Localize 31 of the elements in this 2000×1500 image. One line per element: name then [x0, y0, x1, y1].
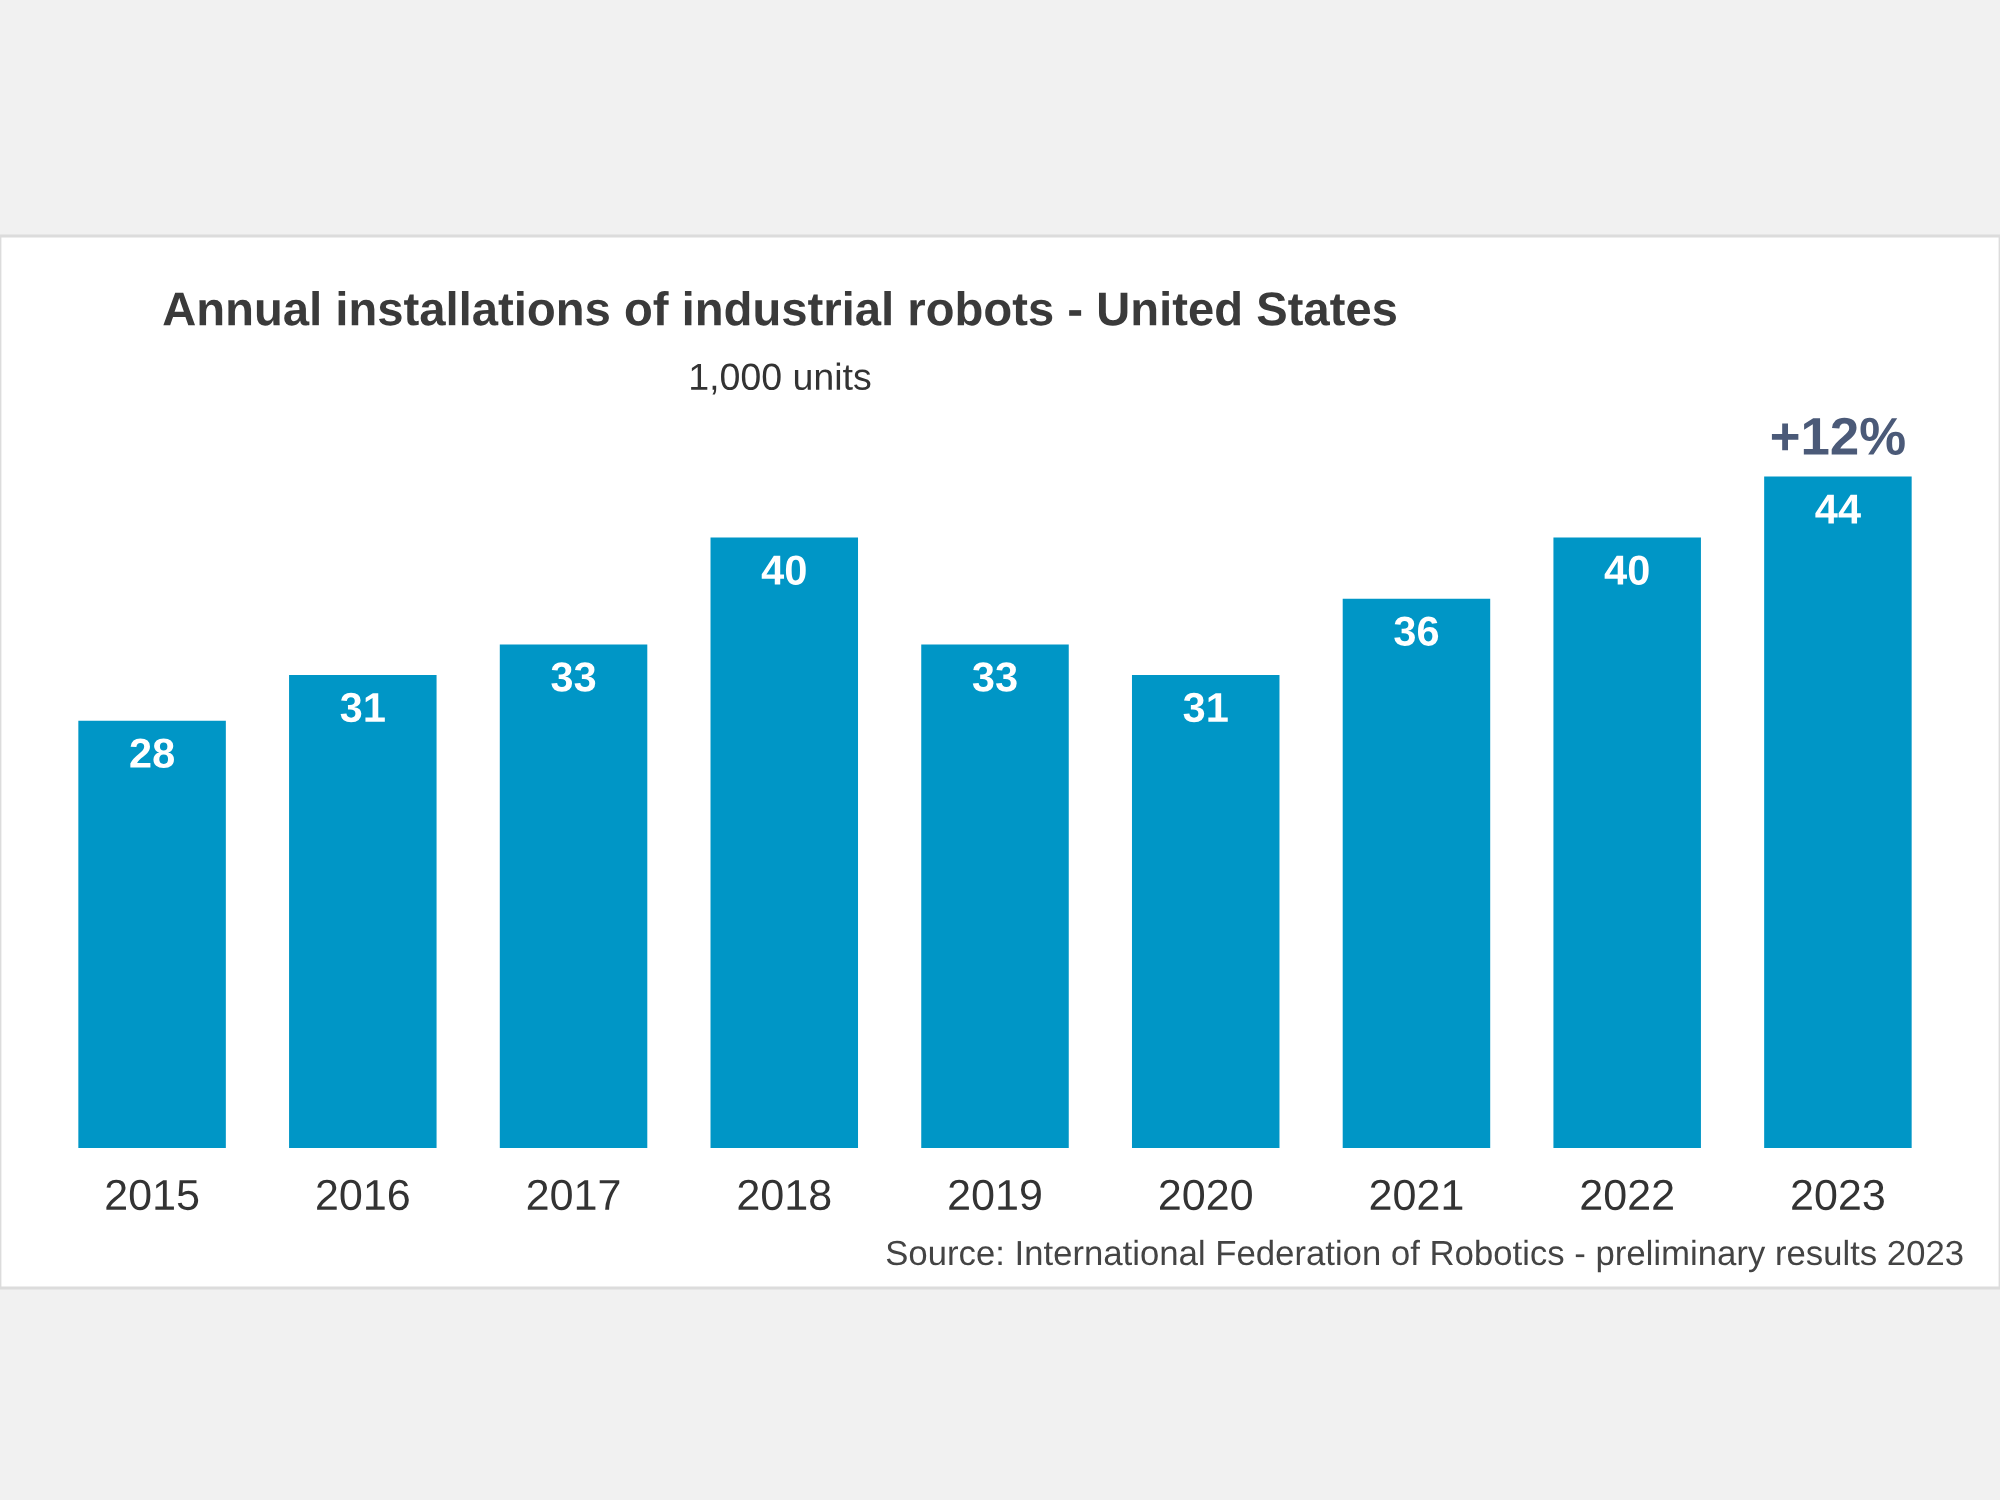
x-tick-label: 2016 — [317, 1179, 409, 1211]
x-tick-label: 2018 — [738, 1179, 831, 1211]
bar — [289, 674, 437, 1148]
data-label: 33 — [972, 662, 1017, 692]
bar — [78, 720, 226, 1148]
chart-subtitle: 1,000 units — [691, 362, 871, 395]
data-label: 40 — [761, 555, 806, 585]
chart-title: Annual installations of industrial robots - United States — [163, 290, 1396, 326]
bar — [1342, 598, 1491, 1148]
x-tick-label: 2023 — [1792, 1179, 1884, 1211]
bar — [1764, 476, 1912, 1148]
x-tick-label: 2021 — [1370, 1179, 1463, 1211]
x-tick-label: 2015 — [106, 1179, 199, 1211]
bar — [1131, 674, 1280, 1148]
data-label: 40 — [1604, 555, 1649, 585]
source-note: Source: International Federation of Robotics - preliminary results 2023 — [886, 1239, 1963, 1273]
x-tick-label: 2019 — [949, 1179, 1041, 1211]
annotation: +12% — [1771, 417, 1905, 455]
data-label: 33 — [551, 662, 596, 692]
data-label: 28 — [130, 738, 174, 768]
x-tick-label: 2017 — [527, 1179, 620, 1211]
x-tick-label: 2022 — [1581, 1179, 1673, 1211]
bar — [710, 537, 859, 1148]
data-label: 36 — [1394, 616, 1439, 646]
bar — [499, 644, 648, 1148]
data-label: 44 — [1815, 494, 1861, 524]
x-tick-label: 2020 — [1160, 1179, 1252, 1211]
data-label: 31 — [340, 692, 385, 723]
data-label: 31 — [1183, 692, 1228, 723]
bar — [1553, 537, 1701, 1148]
bar — [921, 644, 1069, 1148]
